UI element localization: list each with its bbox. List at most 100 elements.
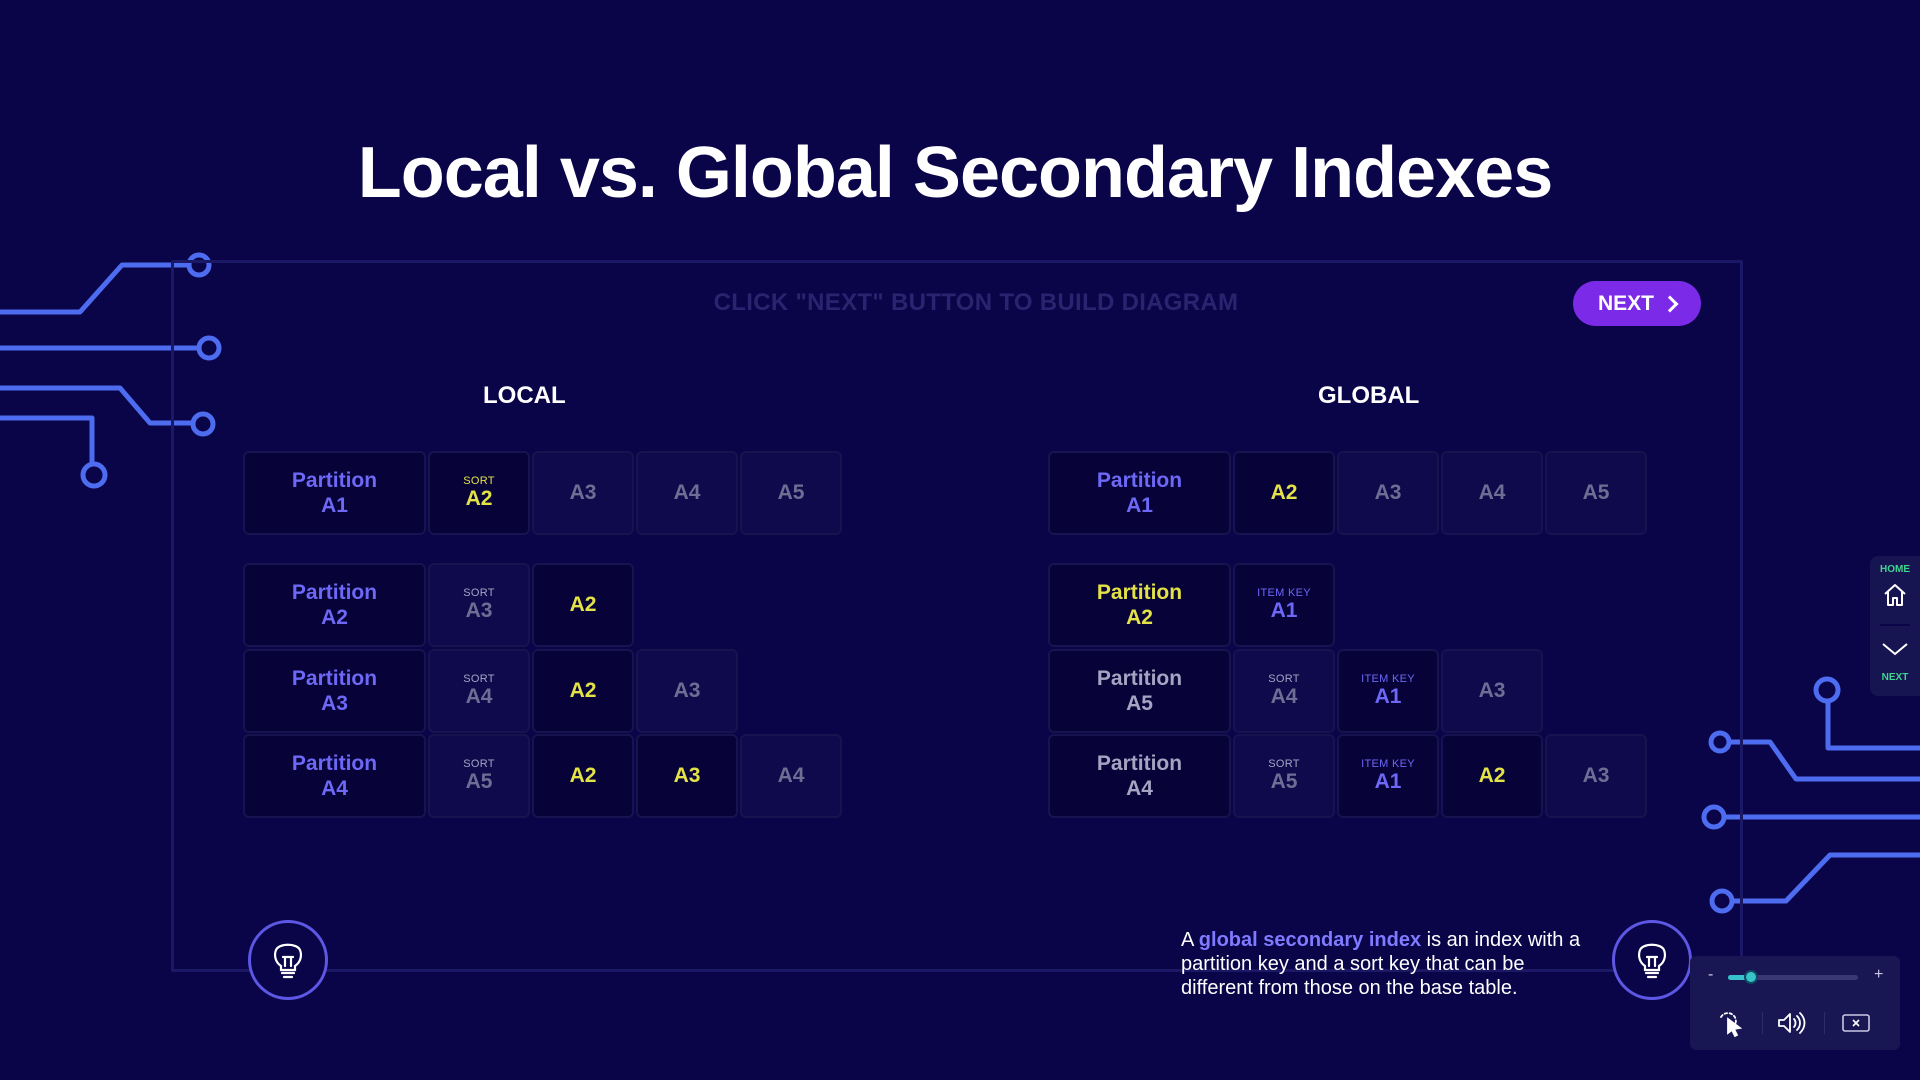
partition-label: A5 [1126, 692, 1153, 715]
partition-label: A2 [1126, 606, 1153, 629]
next-button[interactable]: NEXT [1573, 281, 1701, 326]
global-attribute-cell[interactable]: A4 [1441, 451, 1543, 535]
cell-key-type-label: SORT [463, 673, 495, 685]
next-nav-label: NEXT [1881, 672, 1909, 683]
partition-label: Partition [291, 581, 378, 604]
global-attribute-cell[interactable]: A3 [1337, 451, 1439, 535]
cell-attribute-value: A2 [465, 487, 493, 510]
cell-attribute-value: A4 [1478, 481, 1506, 504]
global-section-label: GLOBAL [1318, 382, 1420, 409]
local-attribute-cell[interactable]: A3 [532, 451, 634, 535]
cell-attribute-value: A3 [673, 764, 701, 787]
local-attribute-cell[interactable]: SORT A2 [428, 451, 530, 535]
local-partition-cell[interactable]: Partition A3 [243, 649, 426, 733]
diagram-frame [171, 260, 1743, 972]
cell-attribute-value: A5 [1582, 481, 1610, 504]
global-attribute-cell[interactable]: A2 [1441, 734, 1543, 818]
cell-key-type-label: SORT [463, 475, 495, 487]
global-attribute-cell[interactable]: A2 [1233, 451, 1335, 535]
cursor-click-icon [1720, 1012, 1743, 1037]
local-attribute-cell[interactable]: A3 [636, 649, 738, 733]
partition-label: A4 [321, 777, 348, 800]
circuit-decoration-right [1701, 676, 1920, 914]
global-partition-cell[interactable]: Partition A5 [1048, 649, 1231, 733]
side-navigation: HOME NEXT [1870, 556, 1920, 696]
partition-label: A2 [321, 606, 348, 629]
global-attribute-cell[interactable]: SORT A4 [1233, 649, 1335, 733]
partition-label: Partition [291, 752, 378, 775]
local-attribute-cell[interactable]: A4 [636, 451, 738, 535]
partition-label: Partition [1096, 752, 1183, 775]
cell-attribute-value: A4 [1270, 685, 1298, 708]
local-attribute-cell[interactable]: SORT A5 [428, 734, 530, 818]
media-separator [1824, 1012, 1825, 1034]
global-attribute-cell[interactable]: ITEM KEY A1 [1233, 563, 1335, 647]
instruction-text: CLICK "NEXT" BUTTON TO BUILD DIAGRAM [713, 289, 1239, 316]
global-attribute-cell[interactable]: ITEM KEY A1 [1337, 734, 1439, 818]
explanation-text: A global secondary index is an index wit… [1181, 928, 1591, 1000]
local-attribute-cell[interactable]: A4 [740, 734, 842, 818]
side-nav-divider [1880, 624, 1910, 626]
cell-attribute-value: A3 [1374, 481, 1402, 504]
global-partition-cell[interactable]: Partition A4 [1048, 734, 1231, 818]
local-attribute-cell[interactable]: A2 [532, 649, 634, 733]
volume-increase-button[interactable]: + [1874, 966, 1884, 983]
global-attribute-cell[interactable]: ITEM KEY A1 [1337, 649, 1439, 733]
partition-label: A4 [1126, 777, 1153, 800]
speaker-icon [1778, 1012, 1806, 1034]
media-separator [1762, 1012, 1763, 1034]
chevron-down-icon[interactable] [1881, 640, 1909, 658]
cell-attribute-value: A5 [1270, 770, 1298, 793]
close-captions-icon [1842, 1014, 1870, 1032]
local-attribute-cell[interactable]: SORT A4 [428, 649, 530, 733]
cell-attribute-value: A1 [1374, 770, 1402, 793]
cell-key-type-label: SORT [1268, 758, 1300, 770]
cell-attribute-value: A2 [1270, 481, 1298, 504]
local-partition-cell[interactable]: Partition A1 [243, 451, 426, 535]
global-attribute-cell[interactable]: A3 [1441, 649, 1543, 733]
local-attribute-cell[interactable]: A2 [532, 734, 634, 818]
cell-attribute-value: A4 [777, 764, 805, 787]
explanation-prefix: A [1181, 929, 1199, 951]
cell-attribute-value: A2 [1478, 764, 1506, 787]
local-section-label: LOCAL [483, 382, 566, 409]
cell-attribute-value: A3 [673, 679, 701, 702]
cursor-click-button[interactable] [1712, 1008, 1748, 1038]
local-attribute-cell[interactable]: A2 [532, 563, 634, 647]
global-partition-cell[interactable]: Partition A1 [1048, 451, 1231, 535]
lightbulb-icon [1637, 943, 1667, 979]
cell-attribute-value: A3 [1478, 679, 1506, 702]
cell-key-type-label: SORT [463, 758, 495, 770]
partition-label: A1 [1126, 494, 1153, 517]
local-attribute-cell[interactable]: A3 [636, 734, 738, 818]
partition-label: Partition [291, 469, 378, 492]
partition-label: Partition [291, 667, 378, 690]
hint-button-right[interactable] [1612, 920, 1692, 1000]
cell-key-type-label: ITEM KEY [1361, 673, 1415, 685]
cell-attribute-value: A3 [569, 481, 597, 504]
local-attribute-cell[interactable]: A5 [740, 451, 842, 535]
cell-attribute-value: A1 [1270, 599, 1298, 622]
captions-button[interactable] [1838, 1008, 1874, 1038]
hint-button-left[interactable] [248, 920, 328, 1000]
cell-key-type-label: ITEM KEY [1361, 758, 1415, 770]
partition-label: A1 [321, 494, 348, 517]
global-attribute-cell[interactable]: A3 [1545, 734, 1647, 818]
media-controls: - + [1690, 956, 1900, 1050]
local-partition-cell[interactable]: Partition A2 [243, 563, 426, 647]
volume-slider[interactable] [1728, 970, 1858, 984]
local-partition-cell[interactable]: Partition A4 [243, 734, 426, 818]
audio-button[interactable] [1774, 1008, 1810, 1038]
local-attribute-cell[interactable]: SORT A3 [428, 563, 530, 647]
volume-decrease-button[interactable]: - [1708, 966, 1714, 983]
home-icon[interactable] [1882, 582, 1908, 608]
explanation-suffix: is an index with a partition key and a s… [1181, 929, 1581, 999]
global-attribute-cell[interactable]: A5 [1545, 451, 1647, 535]
cell-attribute-value: A3 [465, 599, 493, 622]
volume-slider-knob[interactable] [1744, 970, 1759, 984]
global-partition-cell[interactable]: Partition A2 [1048, 563, 1231, 647]
home-label: HOME [1880, 564, 1910, 575]
global-attribute-cell[interactable]: SORT A5 [1233, 734, 1335, 818]
partition-label: A3 [321, 692, 348, 715]
explanation-highlight: global secondary index [1198, 929, 1422, 951]
